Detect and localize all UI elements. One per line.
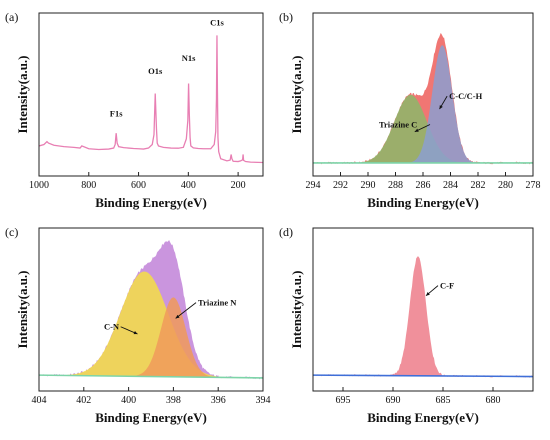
x-tick-label: 398 (166, 395, 181, 406)
plot-frame (312, 227, 534, 392)
peak-label: O1s (148, 66, 163, 76)
panel-label: (b) (279, 10, 293, 24)
x-tick-label: 294 (306, 180, 321, 191)
x-tick-label: 400 (181, 180, 196, 191)
x-tick-label: 685 (436, 395, 451, 406)
x-tick-label: 288 (388, 180, 403, 191)
peak-1-area (39, 271, 263, 378)
x-tick-label: 680 (486, 395, 501, 406)
annotation-label: Triazine N (198, 298, 237, 308)
panel-label: (d) (279, 225, 293, 239)
peak-label: F1s (110, 108, 123, 118)
peak-label: C1s (210, 18, 224, 28)
x-tick-label: 278 (526, 180, 541, 191)
panel-d: 695 690 685 680 Binding Energy(eV) Intensity(… (279, 225, 534, 425)
annotation-label: Triazine C (379, 120, 417, 130)
peak-1-area (313, 256, 533, 378)
annotation-arrowhead (175, 314, 180, 319)
x-tick-label: 1000 (29, 180, 49, 191)
x-tick-label: 690 (386, 395, 401, 406)
annotation-label: C-F (440, 281, 454, 291)
x-tick-label: 200 (231, 180, 246, 191)
annotation-arrowhead (414, 128, 419, 132)
plot-area (313, 256, 533, 378)
annotation-arrowhead (426, 292, 430, 296)
panel-c: 404 402 400 398 396 394 Binding Energy(eV) Inte… (5, 225, 271, 425)
peak-2-area (39, 297, 263, 378)
x-tick-label: 284 (443, 180, 458, 191)
x-tick-label: 402 (76, 395, 91, 406)
x-axis-label: Binding Energy(eV) (367, 410, 479, 425)
annotation-arrowhead (133, 330, 138, 335)
x-tick-label: 394 (256, 395, 271, 406)
x-tick-label: 600 (131, 180, 146, 191)
y-axis-label: Intensity(a.u.) (15, 270, 30, 348)
x-axis-label: Binding Energy(eV) (95, 195, 207, 210)
panel-label: (c) (5, 225, 18, 239)
envelope-area (313, 32, 533, 165)
panel-b: 294 292 290 288 286 284 282 280 278 Binding Energ… (279, 10, 541, 210)
plot-area (39, 35, 263, 164)
x-tick-label: 282 (471, 180, 486, 191)
x-tick-label: 286 (416, 180, 431, 191)
y-axis-label: Intensity(a.u.) (289, 270, 304, 348)
annotation-label: C-C/C-H (449, 91, 482, 101)
x-axis-label: Binding Energy(eV) (95, 410, 207, 425)
peak-label: N1s (182, 53, 196, 63)
plot-frame (38, 12, 264, 177)
annotation-arrowhead (439, 105, 443, 110)
peak-1-area (313, 94, 533, 163)
baseline (39, 374, 263, 379)
x-tick-label: 695 (336, 395, 351, 406)
x-tick-label: 404 (32, 395, 47, 406)
x-tick-label: 290 (361, 180, 376, 191)
annotation-label: C-N (104, 322, 120, 332)
plot-area (39, 239, 263, 380)
plot-frame (38, 227, 264, 392)
annotation-arrow (175, 302, 197, 319)
survey-line (39, 35, 263, 164)
baseline (313, 374, 533, 378)
panel-a: 1000 800 600 400 200 Binding Energy(eV) Intens… (5, 10, 264, 210)
plot-area (313, 32, 533, 165)
y-axis-label: Intensity(a.u.) (15, 55, 30, 133)
x-tick-label: 400 (121, 395, 136, 406)
x-tick-label: 396 (211, 395, 226, 406)
y-axis-label: Intensity(a.u.) (289, 55, 304, 133)
x-tick-label: 800 (81, 180, 96, 191)
x-axis-label: Binding Energy(eV) (367, 195, 479, 210)
x-tick-label: 280 (498, 180, 513, 191)
panel-label: (a) (5, 10, 18, 24)
x-tick-label: 292 (333, 180, 348, 191)
